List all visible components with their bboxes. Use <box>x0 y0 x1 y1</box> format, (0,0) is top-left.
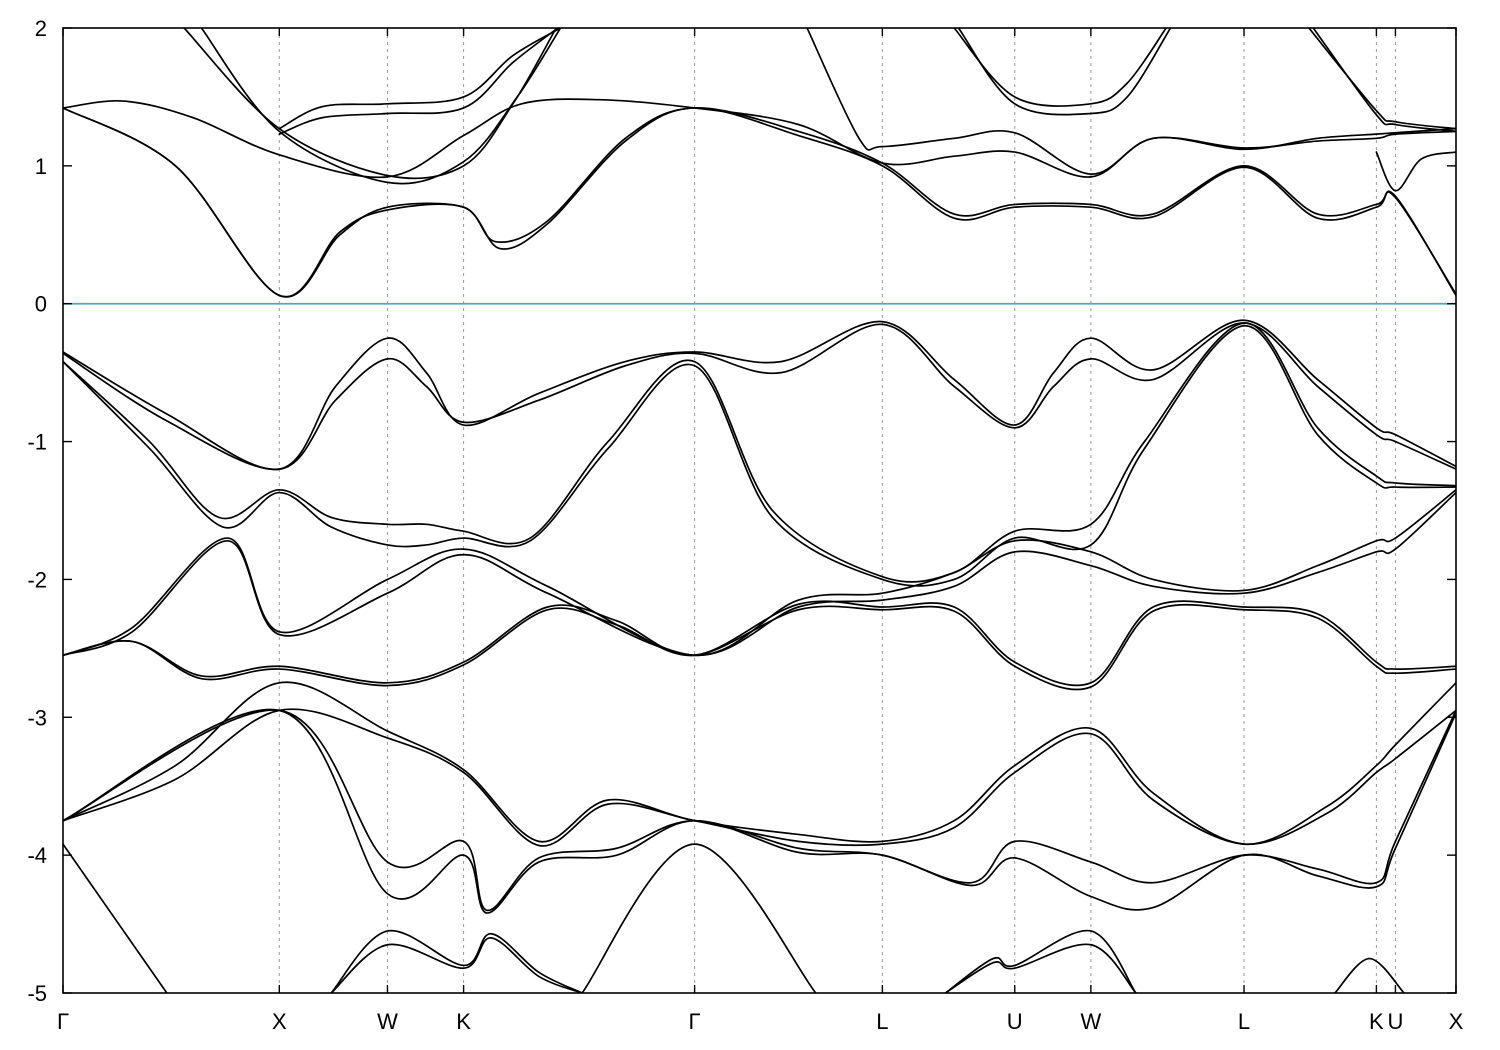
band-line <box>806 28 1456 175</box>
y-tick-label: 0 <box>35 292 47 317</box>
x-tick-label: L <box>876 1009 888 1034</box>
band-line <box>957 28 1172 116</box>
x-tick-label: W <box>377 1009 398 1034</box>
band-line <box>944 929 1137 993</box>
y-tick-label: -2 <box>27 567 47 592</box>
band-line <box>63 322 1456 583</box>
x-tick-label: K <box>1369 1009 1384 1034</box>
band-line <box>581 843 817 993</box>
band-line <box>63 107 1456 298</box>
x-tick-label: W <box>1080 1009 1101 1034</box>
band-line <box>330 929 583 993</box>
x-tick-label: U <box>1007 1009 1023 1034</box>
band-line <box>63 709 1456 912</box>
band-line <box>953 28 1167 107</box>
y-tick-label: -3 <box>27 705 47 730</box>
band-line <box>183 28 558 180</box>
x-tick-label: L <box>1238 1009 1250 1034</box>
band-line <box>63 491 1456 657</box>
band-line <box>1334 957 1405 993</box>
band-line <box>63 319 1456 471</box>
band-line <box>63 843 168 993</box>
x-tick-label: U <box>1387 1009 1403 1034</box>
band-line <box>63 600 1456 687</box>
band-line <box>200 28 562 185</box>
band-line <box>63 708 1456 914</box>
x-tick-label: X <box>272 1009 287 1034</box>
band-line <box>1375 151 1456 192</box>
x-tick-label: Γ <box>57 1009 69 1034</box>
band-line <box>63 681 1456 845</box>
band-curves <box>63 28 1456 993</box>
band-line <box>63 324 1456 587</box>
x-tick-label: Γ <box>689 1009 701 1034</box>
band-line <box>63 322 1456 471</box>
band-line <box>278 28 562 130</box>
band-line <box>1312 28 1456 133</box>
band-line <box>1308 28 1456 130</box>
plot-frame <box>62 27 1457 994</box>
y-axis-ticks: -5 -4 -3 -2 -1 0 1 2 <box>27 16 1456 1006</box>
y-tick-label: -1 <box>27 430 47 455</box>
band-line <box>278 28 559 135</box>
band-line <box>330 937 583 993</box>
band-line <box>63 708 1456 847</box>
x-tick-label: X <box>1449 1009 1464 1034</box>
y-tick-label: -5 <box>27 981 47 1006</box>
y-tick-label: -4 <box>27 843 47 868</box>
y-tick-label: 1 <box>35 154 47 179</box>
band-line <box>944 943 1137 993</box>
band-line <box>63 107 1456 298</box>
y-tick-label: 2 <box>35 16 47 41</box>
x-tick-label: K <box>456 1009 471 1034</box>
band-line <box>63 603 1456 691</box>
band-line <box>63 488 1456 657</box>
